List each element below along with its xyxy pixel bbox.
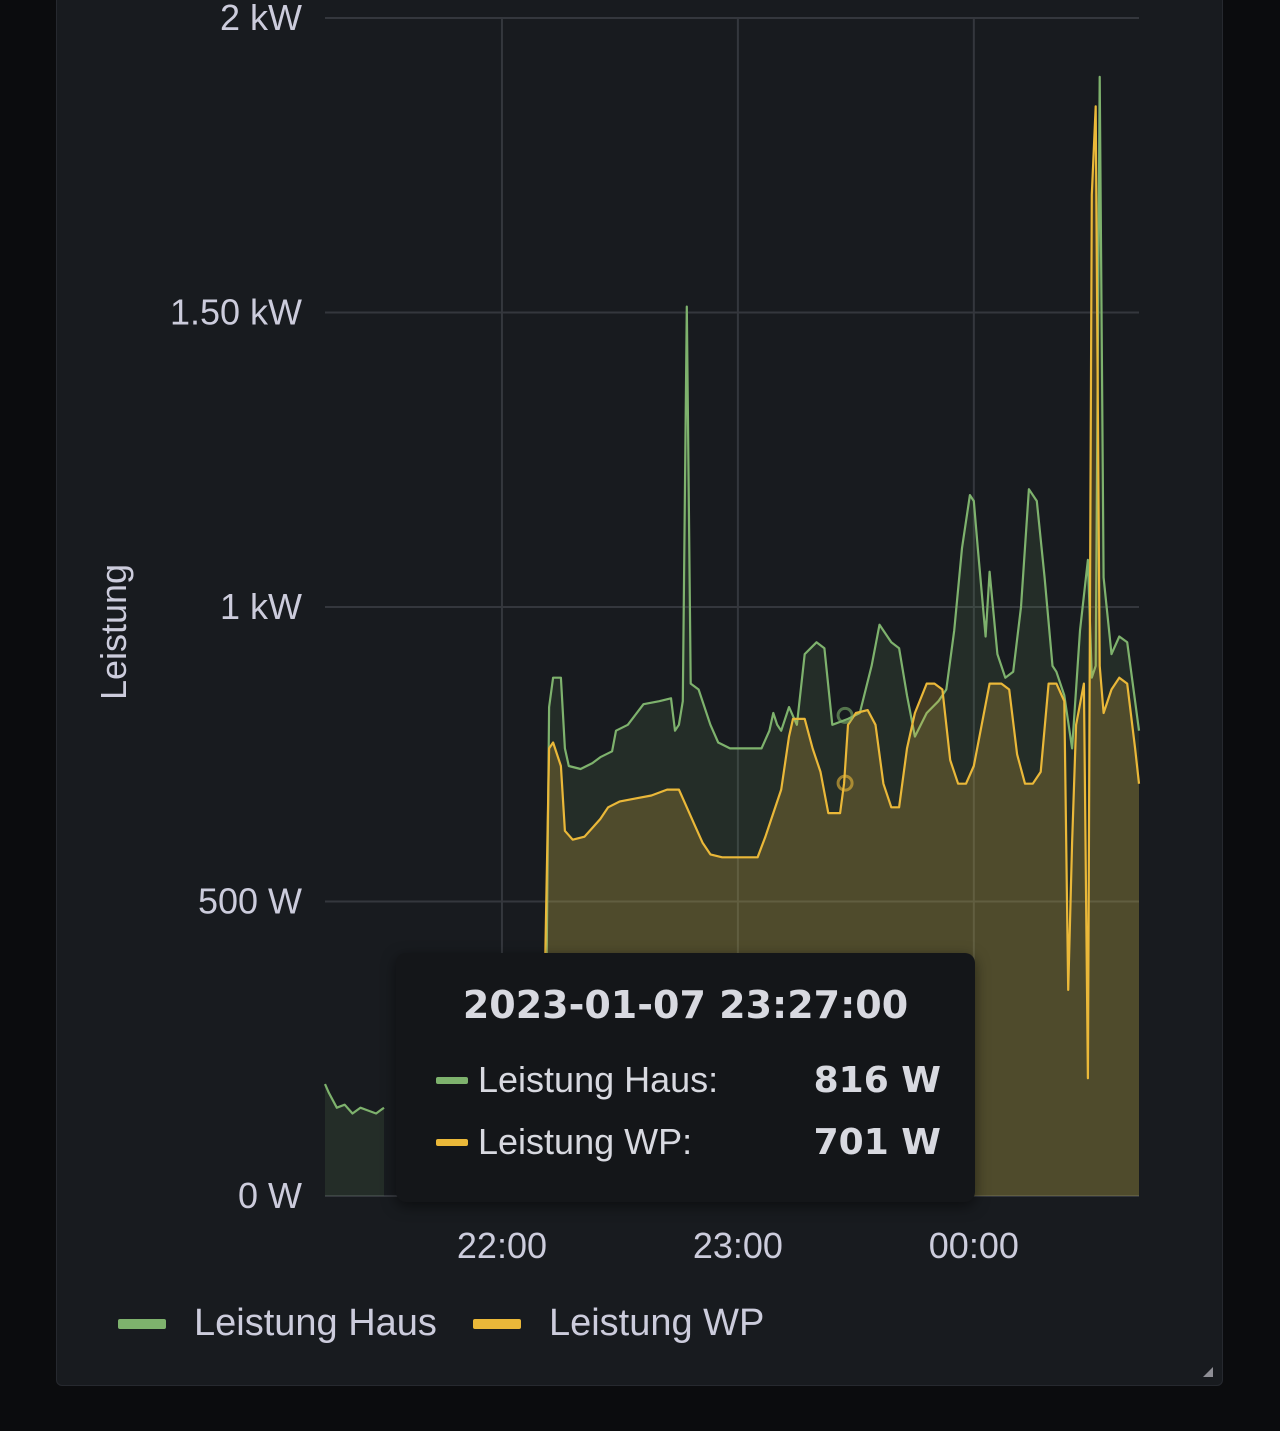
hover-point-wp [836, 774, 854, 792]
x-tick-label: 22:00 [457, 1225, 547, 1266]
tooltip-value-haus: 816 W [813, 1059, 941, 1101]
tooltip-time: 2023-01-07 23:27:00 [462, 983, 909, 1027]
tooltip-row-wp: Leistung WP: 701 W [436, 1117, 941, 1167]
legend-label-haus: Leistung Haus [194, 1302, 437, 1344]
y-tick-label: 2 kW [220, 0, 302, 38]
y-tick-label: 0 W [238, 1175, 302, 1216]
series-area-haus [545, 76, 1139, 1196]
legend-swatch-haus [118, 1318, 166, 1329]
series-area-wp [541, 106, 1139, 1196]
resize-handle-icon[interactable] [1198, 1362, 1214, 1378]
tooltip-label-wp: Leistung WP: [478, 1121, 693, 1162]
tooltip-value-wp: 701 W [813, 1121, 941, 1163]
y-tick-label: 1.50 kW [170, 292, 302, 333]
tooltip-row-haus: Leistung Haus: 816 W [436, 1055, 941, 1105]
legend-item-wp[interactable]: Leistung WP [472, 1302, 765, 1345]
x-tick-label: 00:00 [929, 1225, 1019, 1266]
tooltip-swatch-haus [436, 1076, 468, 1084]
legend-label-wp: Leistung WP [548, 1302, 765, 1344]
legend-item-haus[interactable]: Leistung Haus [118, 1302, 437, 1345]
tooltip-swatch-wp [436, 1138, 468, 1146]
tooltip: 2023-01-07 23:27:00 Leistung Haus: 816 W… [396, 953, 975, 1202]
y-tick-label: 1 kW [220, 586, 302, 627]
series-line-wp [540, 105, 1141, 1185]
legend: Leistung Haus Leistung WP [118, 1302, 800, 1345]
series-line-haus [323, 1083, 385, 1115]
series-line-haus [544, 75, 1141, 1108]
y-axis-ticks: 0 W 500 W 1 kW 1.50 kW 2 kW [170, 0, 302, 1216]
y-axis-label: Leistung [93, 564, 134, 700]
hover-markers [836, 706, 854, 792]
y-tick-label: 500 W [198, 881, 302, 922]
tooltip-label-haus: Leistung Haus: [478, 1059, 719, 1100]
legend-swatch-wp [472, 1318, 521, 1329]
series-group [323, 75, 1141, 1196]
x-tick-label: 23:00 [693, 1225, 783, 1266]
hover-point-haus [836, 706, 854, 724]
x-axis-ticks: 22:00 23:00 00:00 [457, 1225, 1019, 1266]
